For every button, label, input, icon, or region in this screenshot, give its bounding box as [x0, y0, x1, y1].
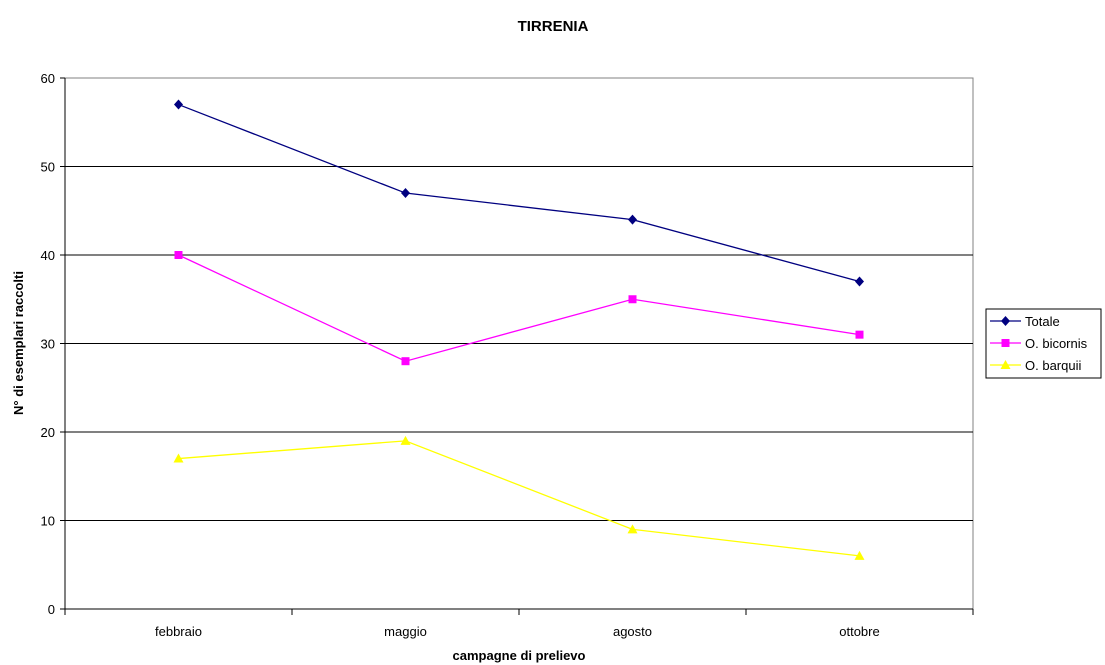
y-tick-label: 30 — [41, 337, 55, 352]
data-point — [855, 276, 864, 287]
data-point — [627, 524, 638, 534]
legend-swatch-marker — [1001, 339, 1010, 347]
legend-item: O. barquii — [990, 358, 1081, 373]
data-point — [173, 453, 184, 463]
data-point — [174, 251, 183, 259]
series-line — [178, 103, 860, 283]
series-group — [173, 99, 865, 560]
x-tick-label: febbraio — [155, 624, 202, 639]
x-tick-label: agosto — [613, 624, 652, 639]
y-tick-label: 50 — [41, 160, 55, 175]
y-tick-label: 20 — [41, 425, 55, 440]
y-axis-label: N° di esemplari raccolti — [11, 271, 26, 415]
legend-item: O. bicornis — [990, 336, 1088, 351]
data-point — [174, 99, 183, 110]
x-axis-label: campagne di prelievo — [453, 648, 586, 663]
series-o-bicornis — [174, 251, 864, 366]
data-point — [855, 330, 864, 339]
x-axis: febbraio maggio agosto ottobre — [64, 608, 974, 639]
data-point — [628, 295, 637, 304]
legend-label: O. bicornis — [1025, 336, 1088, 351]
legend-swatch-marker — [1001, 316, 1010, 326]
legend-label: Totale — [1025, 314, 1060, 329]
chart-title: TIRRENIA — [518, 18, 589, 35]
y-tick-label: 0 — [48, 602, 55, 617]
legend: Totale O. bicornis O. barquii — [985, 308, 1102, 379]
data-point — [854, 550, 865, 560]
data-point — [401, 357, 410, 366]
data-point — [400, 435, 411, 445]
legend-item: Totale — [990, 314, 1060, 329]
series-line — [178, 254, 860, 362]
y-tick-label: 60 — [41, 71, 55, 86]
legend-label: O. barquii — [1025, 358, 1081, 373]
series-totale — [174, 99, 864, 287]
data-point — [401, 188, 410, 199]
y-tick-label: 40 — [41, 248, 55, 263]
x-tick-label: ottobre — [839, 624, 879, 639]
gridlines — [65, 166, 973, 521]
series-o-barquii — [173, 435, 865, 560]
y-axis: 0 10 20 30 40 50 60 — [41, 71, 66, 617]
legend-swatch-marker — [1000, 360, 1011, 369]
series-line — [178, 440, 860, 557]
data-point — [628, 214, 637, 225]
y-tick-label: 10 — [41, 514, 55, 529]
x-tick-label: maggio — [384, 624, 427, 639]
